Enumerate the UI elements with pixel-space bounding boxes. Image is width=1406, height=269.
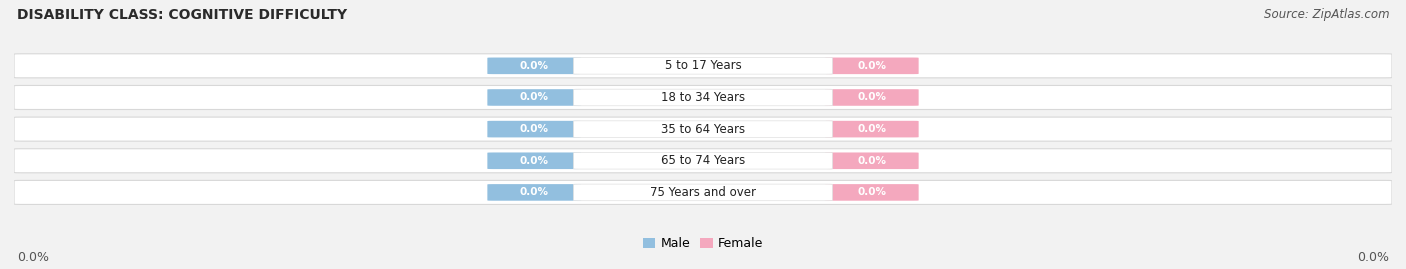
FancyBboxPatch shape (14, 117, 1392, 141)
FancyBboxPatch shape (488, 89, 581, 106)
Text: 0.0%: 0.0% (858, 124, 886, 134)
Text: Source: ZipAtlas.com: Source: ZipAtlas.com (1264, 8, 1389, 21)
FancyBboxPatch shape (825, 121, 918, 137)
Text: 0.0%: 0.0% (520, 93, 548, 102)
FancyBboxPatch shape (574, 184, 832, 201)
Text: 0.0%: 0.0% (520, 61, 548, 71)
Text: 5 to 17 Years: 5 to 17 Years (665, 59, 741, 72)
FancyBboxPatch shape (14, 149, 1392, 173)
Text: 0.0%: 0.0% (520, 124, 548, 134)
Text: 35 to 64 Years: 35 to 64 Years (661, 123, 745, 136)
Text: 0.0%: 0.0% (858, 187, 886, 197)
Text: DISABILITY CLASS: COGNITIVE DIFFICULTY: DISABILITY CLASS: COGNITIVE DIFFICULTY (17, 8, 347, 22)
Text: 0.0%: 0.0% (520, 156, 548, 166)
FancyBboxPatch shape (825, 153, 918, 169)
Legend: Male, Female: Male, Female (638, 232, 768, 255)
Text: 0.0%: 0.0% (17, 251, 49, 264)
Text: 0.0%: 0.0% (520, 187, 548, 197)
FancyBboxPatch shape (825, 58, 918, 74)
FancyBboxPatch shape (488, 153, 581, 169)
Text: 0.0%: 0.0% (858, 93, 886, 102)
FancyBboxPatch shape (488, 121, 581, 137)
FancyBboxPatch shape (488, 184, 581, 201)
Text: 0.0%: 0.0% (1357, 251, 1389, 264)
FancyBboxPatch shape (574, 153, 832, 169)
Text: 65 to 74 Years: 65 to 74 Years (661, 154, 745, 167)
FancyBboxPatch shape (14, 54, 1392, 78)
Text: 0.0%: 0.0% (858, 156, 886, 166)
Text: 18 to 34 Years: 18 to 34 Years (661, 91, 745, 104)
FancyBboxPatch shape (825, 89, 918, 106)
FancyBboxPatch shape (14, 86, 1392, 109)
FancyBboxPatch shape (574, 89, 832, 106)
FancyBboxPatch shape (574, 58, 832, 74)
FancyBboxPatch shape (14, 180, 1392, 204)
Text: 0.0%: 0.0% (858, 61, 886, 71)
Text: 75 Years and over: 75 Years and over (650, 186, 756, 199)
FancyBboxPatch shape (825, 184, 918, 201)
FancyBboxPatch shape (488, 58, 581, 74)
FancyBboxPatch shape (574, 121, 832, 137)
